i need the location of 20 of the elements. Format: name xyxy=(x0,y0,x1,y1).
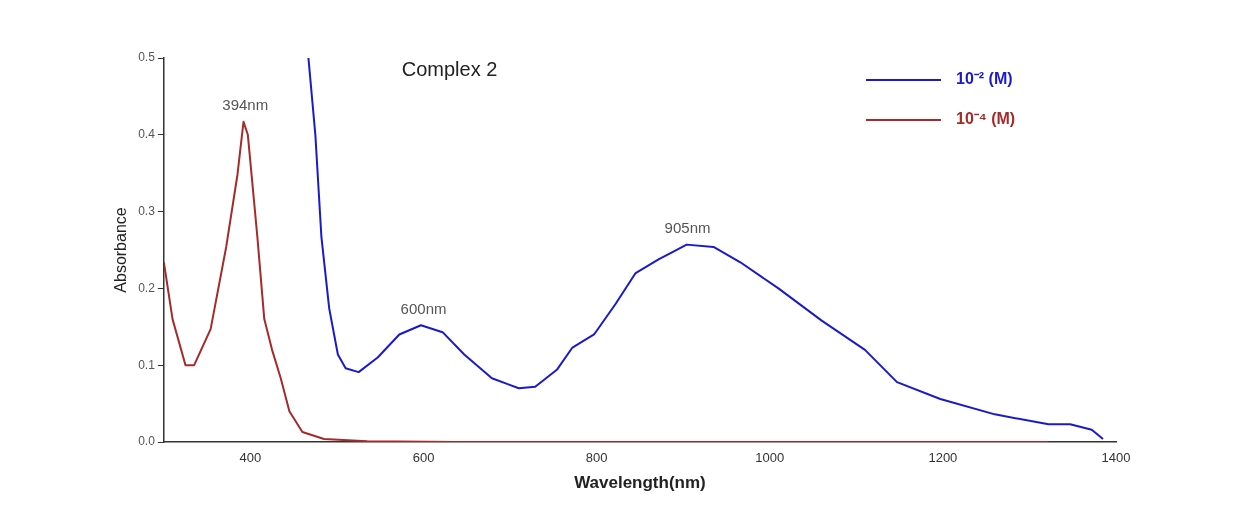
y-tick-label: 0.0 xyxy=(138,434,156,449)
x-tick-label: 1200 xyxy=(928,450,958,466)
x-tick-label: 600 xyxy=(412,450,435,466)
annotation: 394nm xyxy=(222,96,269,114)
y-tick-label: 0.2 xyxy=(138,280,156,295)
y-tick-label: 0.3 xyxy=(138,203,156,218)
chart-title: Complex 2 xyxy=(401,57,498,80)
x-tick-label: 1400 xyxy=(1101,450,1131,466)
x-tick-label: 800 xyxy=(585,450,608,466)
x-axis-title: Wavelength(nm) xyxy=(574,473,706,493)
legend-label: 10⁻⁴ (M) xyxy=(956,110,1016,128)
y-tick-label: 0.5 xyxy=(138,50,156,65)
legend-label: 10⁻² (M) xyxy=(956,70,1013,88)
y-axis-title: Absorbance xyxy=(112,207,130,293)
annotation: 905nm xyxy=(664,219,711,237)
y-tick-label: 0.4 xyxy=(138,127,156,142)
y-tick-label: 0.1 xyxy=(138,357,156,372)
annotation: 600nm xyxy=(400,299,447,317)
x-tick-label: 1000 xyxy=(755,450,785,466)
x-tick-label: 400 xyxy=(239,450,262,466)
